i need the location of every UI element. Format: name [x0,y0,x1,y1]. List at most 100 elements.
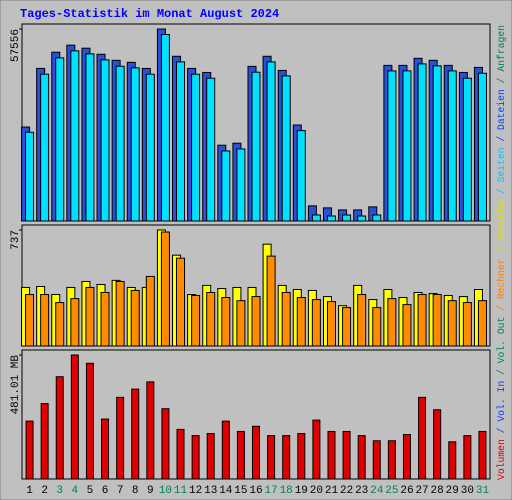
bar [477,300,487,347]
bar [477,72,487,222]
bar [417,294,427,347]
bar [266,255,276,347]
bar [357,215,367,222]
bar [297,433,306,480]
bar [236,148,246,222]
bar [40,73,50,222]
bar [221,150,231,222]
x-tick-label: 26 [400,485,413,497]
bar [55,57,65,222]
bar [327,430,336,480]
bar [100,291,110,347]
y-tick-label: 57556 [10,29,22,62]
bar [417,63,427,222]
bar [55,376,64,480]
bar [281,75,291,222]
y-tick-label: 481.01 MB [10,355,22,415]
x-tick-label: 15 [234,485,247,497]
x-tick-label: 29 [446,485,459,497]
bar [70,354,79,480]
bar [206,433,215,480]
bar [281,291,291,347]
bar [387,440,396,480]
legend-entry: / Vol. Out [496,317,508,375]
x-tick-label: 10 [159,485,172,497]
bar [252,425,260,480]
bar [176,428,185,480]
bar [221,297,231,347]
bar [85,53,95,222]
x-tick-label: 11 [174,485,188,497]
bar [296,130,306,222]
bar [206,291,216,347]
bar [432,294,442,347]
legend-entry: / Dateien [496,89,508,141]
legend-entry: / Besuche [496,200,508,252]
bar [191,435,200,480]
bar [25,131,35,222]
x-tick-label: 30 [461,485,474,497]
x-tick-label: 24 [370,485,384,497]
x-tick-label: 1 [26,485,33,497]
bar [236,300,246,347]
y-tick-label: 737 [10,230,22,250]
bar [448,441,457,480]
chart-title: Tages-Statistik im Monat August 2024 [20,7,279,21]
bar [70,298,80,347]
bar [145,73,155,222]
bar [462,77,472,222]
x-tick-label: 13 [204,485,217,497]
bar [130,289,140,347]
bar [462,302,472,347]
legend-entry: / Anfragen [496,25,508,83]
bar [342,214,352,222]
x-tick-label: 2 [41,485,48,497]
bar [478,430,487,480]
bar [176,61,186,222]
x-tick-label: 23 [355,485,368,497]
legend-entry: / Rechner [496,258,508,310]
bar [115,280,125,347]
legend-entry: Volumen [496,439,508,480]
bar [372,307,382,347]
bar [357,294,367,347]
x-tick-label: 4 [72,485,79,497]
bar [447,300,457,347]
x-tick-label: 25 [385,485,398,497]
legend: Volumen / Vol. In / Vol. Out / Rechner /… [496,25,508,480]
bar [282,435,291,480]
bar [418,396,427,480]
bar [146,381,155,480]
bar [372,214,382,222]
bar [191,73,201,222]
bar [372,440,381,480]
bar [267,435,276,480]
bar [55,302,65,347]
bar [251,296,261,347]
x-tick-label: 7 [117,485,124,497]
bar [100,59,110,222]
bar [447,70,457,222]
bar [116,396,125,480]
bar [160,231,170,347]
bar [161,408,170,480]
x-tick-label: 12 [189,485,202,497]
bar [40,294,50,347]
x-tick-label: 17 [264,485,277,497]
x-tick-label: 8 [132,485,139,497]
x-tick-label: 31 [476,485,490,497]
bar [326,301,336,347]
bar [160,34,170,222]
bar [25,420,34,480]
bar [25,294,35,347]
bar [266,61,276,222]
bar [387,70,397,222]
bar [145,275,155,347]
bar [463,435,472,480]
x-tick-label: 21 [325,485,339,497]
bar [131,388,140,480]
bar [433,409,442,480]
bar [326,215,336,222]
bar [236,430,245,480]
